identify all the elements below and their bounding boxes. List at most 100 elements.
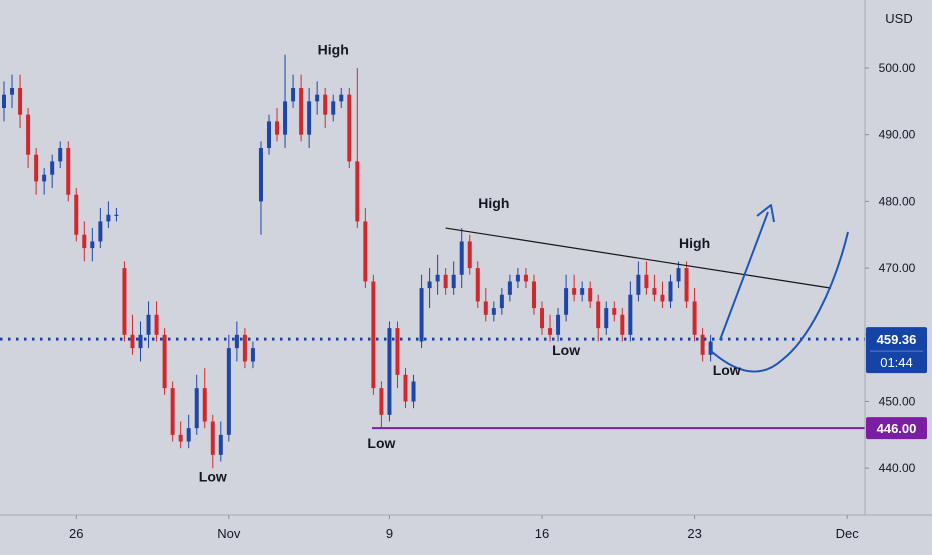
candle xyxy=(467,234,472,275)
candle xyxy=(700,328,705,362)
candle xyxy=(106,201,111,229)
candle xyxy=(114,208,119,222)
candle xyxy=(451,261,456,295)
candles-group xyxy=(2,54,713,469)
candle xyxy=(323,88,328,129)
candle-body xyxy=(146,314,151,335)
candle-body xyxy=(138,334,143,349)
candle xyxy=(379,381,384,429)
candle xyxy=(371,274,376,395)
candle-body xyxy=(194,388,199,429)
candle-body xyxy=(564,288,569,315)
candle xyxy=(395,321,400,389)
candle-body xyxy=(700,334,705,355)
y-tick-label: 440.00 xyxy=(879,461,916,475)
price-badge[interactable]: 459.36 01:44 xyxy=(866,327,927,374)
candle-body xyxy=(588,288,593,302)
candle-body xyxy=(58,148,63,162)
candle xyxy=(660,281,665,309)
candle-body xyxy=(604,308,609,329)
candle-body xyxy=(170,388,175,435)
candle-body xyxy=(556,314,561,335)
candle xyxy=(636,261,641,302)
candle xyxy=(146,301,151,349)
candle-body xyxy=(82,234,87,249)
candle-body xyxy=(692,301,697,335)
candle-body xyxy=(18,88,23,115)
candle-body xyxy=(467,241,472,269)
candle-body xyxy=(403,374,408,402)
candle-body xyxy=(26,114,31,155)
candle-body xyxy=(307,101,312,135)
candle-body xyxy=(363,221,368,282)
x-tick-label: 23 xyxy=(687,526,701,541)
candle xyxy=(58,141,63,169)
candle xyxy=(411,374,416,409)
candle xyxy=(499,288,504,315)
candle-body xyxy=(347,94,352,162)
candle xyxy=(692,288,697,342)
candle xyxy=(427,268,432,309)
candle xyxy=(491,301,496,322)
candle-body xyxy=(50,161,55,175)
candle xyxy=(515,268,520,289)
candle xyxy=(531,274,536,315)
annotation-label: High xyxy=(318,42,349,58)
price-badge-bg xyxy=(866,327,927,374)
candle-body xyxy=(491,308,496,315)
candle-body xyxy=(596,301,601,329)
y-tick-label: 500.00 xyxy=(879,61,916,75)
candle-body xyxy=(258,148,263,202)
candle-body xyxy=(186,428,191,442)
annotation-label: High xyxy=(679,235,710,251)
candle-body xyxy=(540,308,545,329)
candle-body xyxy=(660,294,665,302)
candle-body xyxy=(548,328,553,335)
annotation-label: High xyxy=(478,195,509,211)
candle-body xyxy=(266,121,271,149)
candle-body xyxy=(42,174,47,182)
candle xyxy=(178,421,183,449)
candle xyxy=(564,274,569,322)
candle-body xyxy=(34,154,39,182)
support-badge[interactable]: 446.00 xyxy=(866,417,927,440)
x-tick-label: 26 xyxy=(69,526,83,541)
countdown-label: 01:44 xyxy=(880,355,913,370)
candle-body xyxy=(371,281,376,389)
price-badge-value: 459.36 xyxy=(877,332,917,347)
candle-body xyxy=(106,214,111,222)
y-tick-label: 470.00 xyxy=(879,261,916,275)
candle xyxy=(299,74,304,142)
x-tick-label: Dec xyxy=(836,526,860,541)
candle xyxy=(403,368,408,409)
candle-body xyxy=(154,314,159,335)
candle xyxy=(556,308,561,342)
candle-body xyxy=(66,148,71,195)
candle xyxy=(644,261,649,295)
candle-body xyxy=(451,274,456,289)
candle xyxy=(523,268,528,289)
candle xyxy=(443,268,448,295)
candle-body xyxy=(275,121,280,135)
candle-body xyxy=(315,94,320,102)
candle-body xyxy=(572,288,577,295)
candle xyxy=(234,321,239,362)
candle-body xyxy=(395,328,400,375)
candle xyxy=(604,301,609,335)
candle-body xyxy=(652,288,657,295)
candle xyxy=(572,274,577,302)
x-tick-label: Nov xyxy=(217,526,241,541)
candle-body xyxy=(483,301,488,315)
candle xyxy=(130,314,135,355)
candle xyxy=(82,221,87,262)
candle-body xyxy=(443,274,448,289)
candle xyxy=(226,334,231,442)
candle xyxy=(331,94,336,122)
candle-body xyxy=(636,274,641,295)
candle-body xyxy=(379,388,384,415)
candle-body xyxy=(531,281,536,309)
candle-body xyxy=(130,334,135,349)
candle xyxy=(98,208,103,249)
